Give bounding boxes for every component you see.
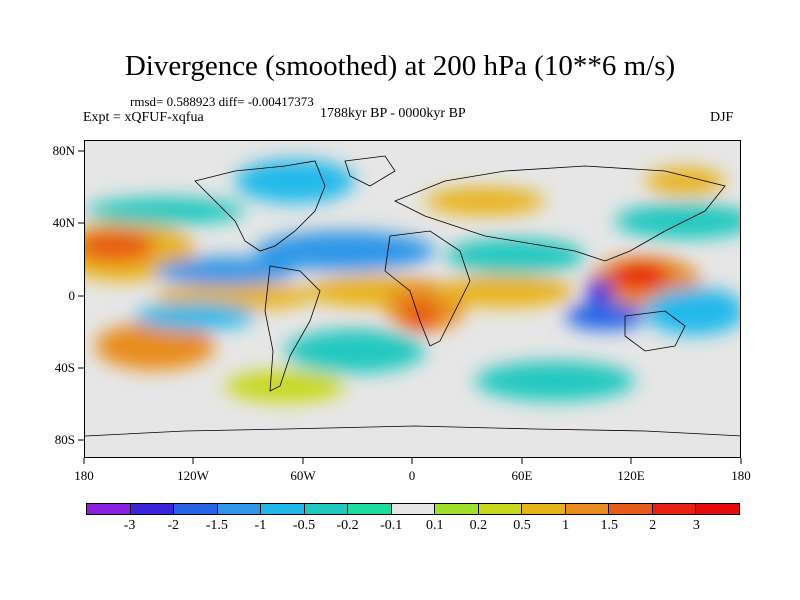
coastline-north-america	[194, 160, 326, 252]
anomaly-blob	[85, 197, 245, 225]
anomaly-blob	[85, 230, 155, 262]
colorbar-label: -1.5	[205, 518, 228, 533]
colorbar-label: -1	[254, 518, 267, 533]
lat-label-80s: 80S	[54, 432, 75, 447]
colorbar-label: -0.5	[292, 518, 316, 533]
map-panel	[84, 140, 741, 458]
anomaly-blob	[435, 275, 575, 307]
season-label: DJF	[710, 110, 734, 125]
coastlines	[85, 155, 740, 437]
coastline-greenland	[344, 155, 396, 187]
divergence-map	[85, 141, 740, 457]
colorbar-box	[609, 504, 653, 514]
anomaly-blob	[610, 262, 670, 290]
lon-label-120w: 120W	[177, 468, 209, 483]
time-period-label: 1788kyr BP - 0000kyr BP	[320, 106, 466, 121]
anomaly-blob	[155, 257, 295, 285]
colorbar-label: 0.5	[513, 518, 531, 533]
colorbar	[86, 503, 740, 515]
colorbar-box	[87, 504, 131, 514]
coastline-eurasia	[394, 165, 726, 262]
colorbar-box	[652, 504, 697, 514]
lon-label-180e: 180	[731, 468, 751, 483]
coastline-australia	[624, 310, 686, 352]
colorbar-label: -2	[167, 518, 180, 533]
colorbar-box	[478, 504, 523, 514]
anomaly-blob	[475, 361, 635, 401]
coastline-south-america	[264, 265, 321, 392]
lon-label-60w: 60W	[290, 468, 316, 483]
colorbar-label: 3	[692, 518, 700, 533]
colorbar-label: -0.2	[336, 518, 359, 533]
colorbar-label: 0.1	[426, 518, 444, 533]
lat-label-0: 0	[68, 288, 76, 303]
colorbar-box	[696, 504, 739, 514]
lon-label-60e: 60E	[511, 468, 533, 483]
anomaly-blob	[586, 279, 614, 303]
lat-label-40n: 40N	[52, 215, 75, 230]
anomaly-blob	[135, 302, 255, 330]
anomaly-blob	[615, 203, 740, 239]
anomaly-blob	[255, 231, 435, 271]
colorbar-box	[174, 504, 218, 514]
colorbar-box	[391, 504, 436, 514]
colorbar-box	[304, 504, 349, 514]
colorbar-box	[522, 504, 566, 514]
colorbar-label: 2	[649, 518, 657, 533]
anomaly-blob	[402, 300, 438, 332]
anomaly-blob	[425, 187, 545, 215]
anomaly-blob	[95, 322, 215, 370]
plot-title: Divergence (smoothed) at 200 hPa (10**6 …	[124, 50, 676, 82]
anomaly-blob	[225, 370, 345, 402]
colorbar-box	[261, 504, 305, 514]
colorbar-box	[348, 504, 392, 514]
lon-label-0: 0	[408, 468, 416, 483]
coastline-africa	[384, 230, 471, 347]
colorbar-box	[435, 504, 479, 514]
colorbar-label: -3	[123, 518, 136, 533]
experiment-label: Expt = xQFUF-xqfua	[83, 110, 204, 125]
colorbar-label: -0.1	[380, 518, 403, 533]
colorbar-box	[130, 504, 175, 514]
anomaly-blob	[565, 302, 645, 330]
anomaly-blob	[285, 329, 425, 373]
colorbar-box	[565, 504, 610, 514]
anomaly-blob	[645, 287, 740, 335]
lat-label-80n: 80N	[52, 143, 75, 158]
anomaly-blob	[235, 159, 355, 203]
lon-label-180w: 180	[74, 468, 94, 483]
rmsd-diff-stats: rmsd= 0.588923 diff= -0.00417373	[130, 94, 314, 109]
colorbar-label: 1.5	[600, 518, 618, 533]
anomaly-blob	[645, 167, 725, 195]
colorbar-label: 1	[562, 518, 570, 533]
lon-label-120e: 120E	[617, 468, 645, 483]
colorbar-label: 0.2	[469, 518, 488, 533]
colorbar-box	[217, 504, 262, 514]
divergence-field	[85, 159, 740, 402]
lat-label-40s: 40S	[54, 360, 75, 375]
coastline-antarctica	[85, 425, 740, 437]
